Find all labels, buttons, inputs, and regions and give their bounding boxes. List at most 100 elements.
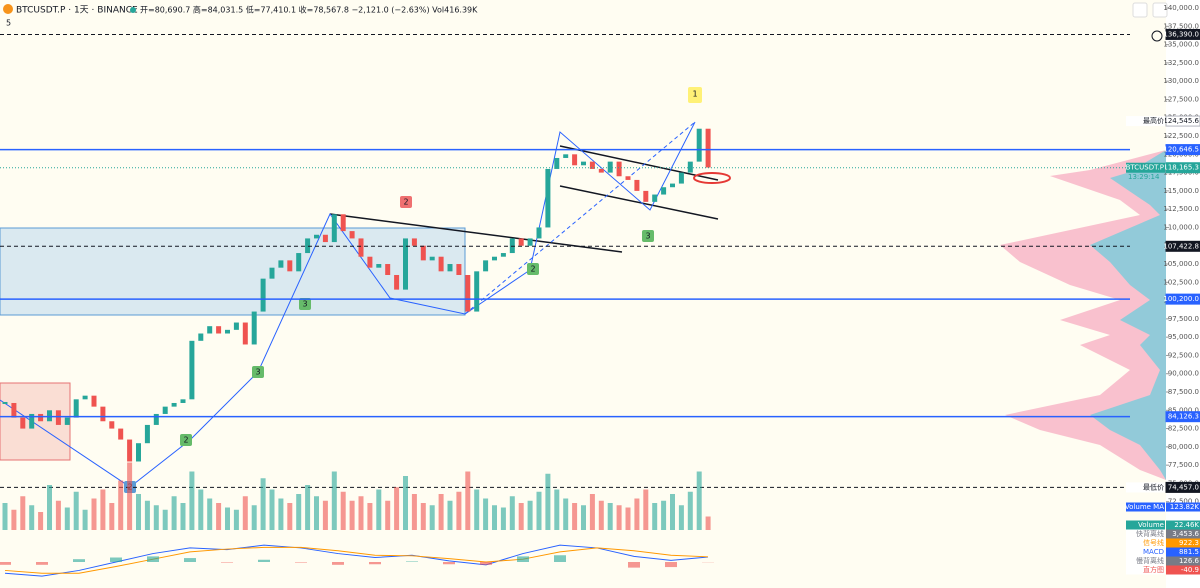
volume-bar bbox=[55, 500, 61, 530]
legend-name-box bbox=[1126, 556, 1165, 566]
y-tick-label: 105,000.0 bbox=[1163, 260, 1199, 268]
candle bbox=[82, 395, 88, 400]
macd-line bbox=[4, 546, 709, 574]
interval-toggle[interactable]: 5 bbox=[6, 19, 11, 28]
y-tick-label: 127,500.0 bbox=[1163, 95, 1199, 103]
y-tick-label: 137,500.0 bbox=[1163, 22, 1199, 30]
candle bbox=[394, 274, 400, 290]
price-label: 107,422.8 bbox=[1163, 242, 1199, 250]
volume-bar bbox=[411, 494, 417, 530]
legend-name-box bbox=[1126, 520, 1165, 530]
legend-box bbox=[1166, 556, 1200, 566]
volume-bar bbox=[314, 496, 319, 530]
volume-bar bbox=[198, 489, 204, 530]
candle bbox=[358, 238, 364, 257]
histogram-bar bbox=[665, 562, 677, 568]
price-name: BTCUSDT.P bbox=[1126, 164, 1164, 172]
volume-bar bbox=[29, 505, 35, 530]
legend-name: 直方图 bbox=[1143, 565, 1164, 574]
candle bbox=[483, 260, 489, 272]
volume-bar bbox=[251, 505, 257, 530]
legend-box bbox=[1166, 538, 1200, 548]
legend-name-box bbox=[1126, 547, 1165, 557]
symbol[interactable]: BTCUSDT.P · 1天 · BINANCE bbox=[16, 6, 138, 16]
volume-bar bbox=[447, 500, 453, 530]
histogram-bar bbox=[332, 562, 344, 565]
candle bbox=[554, 157, 560, 169]
add-button[interactable] bbox=[1151, 30, 1163, 42]
badge bbox=[252, 366, 264, 378]
price-label-box bbox=[1165, 293, 1200, 305]
candle bbox=[305, 238, 311, 254]
candle bbox=[73, 399, 79, 418]
price-name: 最低价 bbox=[1143, 482, 1164, 491]
y-tick-label: 80,000.0 bbox=[1168, 443, 1199, 451]
volume-bar bbox=[554, 489, 560, 530]
legend-name: MACD bbox=[1143, 548, 1164, 556]
candle bbox=[500, 253, 506, 257]
price-label-box bbox=[1165, 115, 1200, 127]
candle bbox=[2, 401, 8, 404]
candle bbox=[251, 311, 257, 345]
volume-bar bbox=[634, 498, 640, 530]
candle bbox=[687, 161, 693, 173]
volume-bar bbox=[82, 509, 88, 530]
badge-label: 3 bbox=[645, 232, 650, 241]
candle bbox=[38, 413, 44, 422]
candle bbox=[118, 428, 124, 440]
candle bbox=[581, 161, 586, 166]
candle bbox=[661, 187, 667, 195]
candle bbox=[269, 267, 275, 279]
candle bbox=[518, 238, 524, 246]
y-tick-label: 135,000.0 bbox=[1163, 41, 1199, 49]
candle bbox=[180, 399, 186, 403]
legend-value: 22.46K bbox=[1174, 521, 1199, 529]
volume-bar bbox=[305, 485, 311, 530]
histogram-bar bbox=[110, 557, 122, 562]
volume-bar bbox=[536, 491, 542, 530]
volume-bar bbox=[260, 478, 266, 530]
volume-bar bbox=[233, 509, 239, 530]
legend-name: 信号线 bbox=[1143, 538, 1164, 547]
status-dot bbox=[130, 7, 136, 13]
histogram-bar bbox=[554, 555, 566, 562]
volume-bar bbox=[153, 505, 159, 530]
volume-bar bbox=[358, 496, 364, 530]
volume-bar bbox=[429, 505, 435, 530]
legend-name-box bbox=[1126, 538, 1165, 548]
histogram-bar bbox=[406, 561, 418, 562]
histogram-bar bbox=[221, 562, 233, 563]
candle bbox=[625, 176, 631, 180]
volume-bar bbox=[171, 496, 177, 530]
histogram-bar bbox=[258, 559, 270, 562]
y-tick-label: 132,500.0 bbox=[1163, 59, 1199, 67]
candle bbox=[678, 172, 684, 184]
volume-profile bbox=[1090, 150, 1166, 480]
macd-line bbox=[4, 544, 709, 577]
volume-bar bbox=[296, 494, 302, 530]
button[interactable] bbox=[1132, 2, 1148, 18]
candle bbox=[349, 231, 355, 239]
y-tick-label: 110,000.0 bbox=[1163, 223, 1199, 231]
volume-bar bbox=[678, 505, 684, 530]
volume-bar bbox=[278, 498, 284, 530]
y-tick-label: 140,000.0 bbox=[1163, 4, 1199, 12]
button[interactable] bbox=[1152, 2, 1168, 18]
legend-box bbox=[1166, 529, 1200, 539]
legend-box bbox=[1166, 520, 1200, 530]
volume-bar bbox=[616, 505, 622, 530]
candle bbox=[91, 395, 97, 407]
volume-bar bbox=[652, 503, 658, 530]
candle bbox=[536, 227, 542, 239]
candle bbox=[340, 214, 346, 232]
candle bbox=[55, 410, 61, 425]
volume-bar bbox=[394, 487, 400, 530]
candle bbox=[385, 264, 391, 275]
candle bbox=[429, 256, 435, 261]
badge bbox=[299, 298, 311, 310]
candle bbox=[420, 245, 426, 261]
volume-bar bbox=[527, 500, 533, 530]
candle bbox=[589, 161, 595, 169]
volume-bar bbox=[322, 500, 328, 530]
histogram-bar bbox=[369, 562, 381, 565]
